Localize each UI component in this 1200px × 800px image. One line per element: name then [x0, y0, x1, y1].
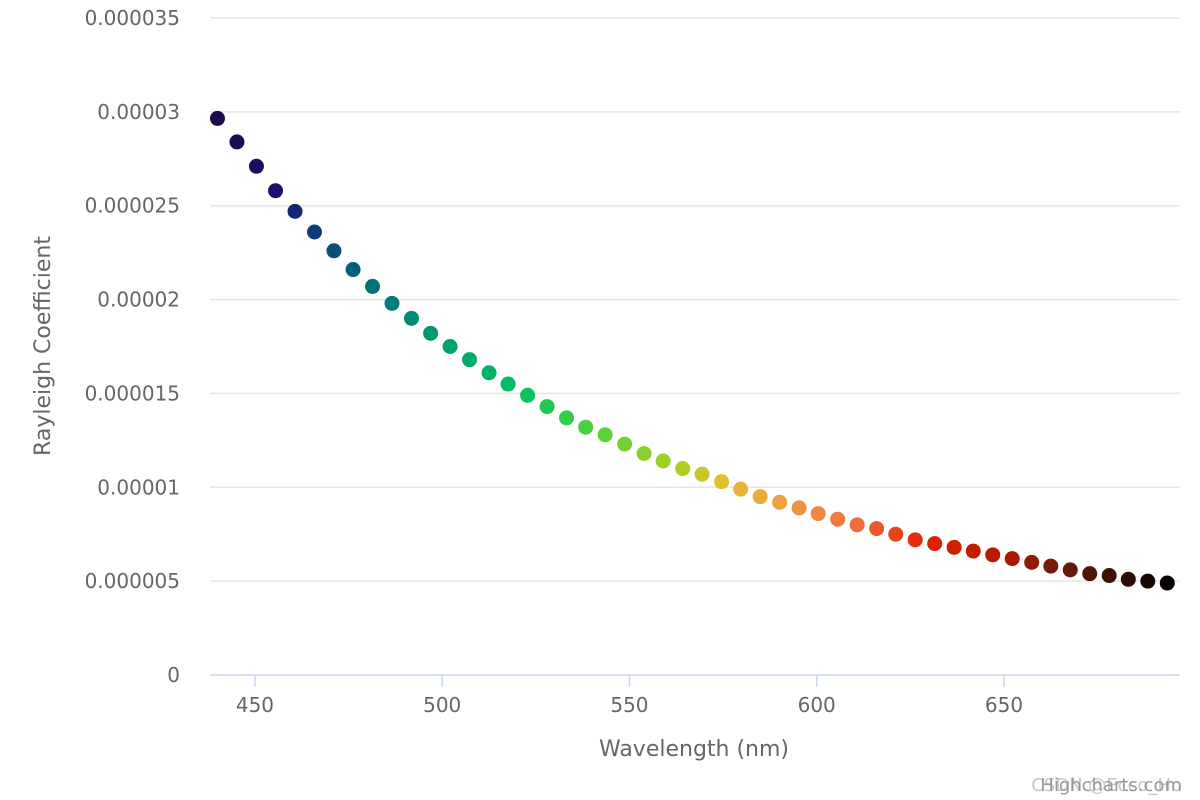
data-point[interactable] [481, 365, 497, 381]
x-tick-label: 650 [985, 693, 1023, 717]
data-point[interactable] [810, 506, 826, 522]
data-point[interactable] [1140, 573, 1156, 589]
data-point[interactable] [442, 339, 458, 354]
y-tick-label: 0.000015 [85, 381, 180, 405]
watermark-text: CSDN @Ecco_Ho [1031, 775, 1182, 796]
data-point[interactable] [849, 517, 865, 533]
data-point[interactable] [268, 183, 284, 199]
x-tick-label: 600 [798, 693, 836, 717]
data-point[interactable] [287, 203, 303, 219]
data-point[interactable] [675, 461, 691, 477]
data-point[interactable] [578, 419, 594, 435]
data-point[interactable] [248, 158, 264, 174]
gridlines [210, 17, 1180, 582]
y-tick-label: 0.000005 [85, 569, 180, 593]
data-point[interactable] [830, 511, 846, 527]
x-tick-label: 450 [236, 693, 274, 717]
data-point[interactable] [229, 134, 245, 150]
data-point[interactable] [403, 310, 419, 326]
data-point[interactable] [733, 481, 749, 497]
data-point[interactable] [636, 445, 652, 461]
x-axis-tick-labels: 450 500 550 600 650 [236, 693, 1023, 717]
y-axis-tick-labels: 0 0.000005 0.00001 0.000015 0.00002 0.000025 0… [85, 6, 180, 687]
data-point[interactable] [694, 466, 710, 482]
data-point[interactable] [306, 224, 322, 240]
x-axis-title: Wavelength (nm) [599, 737, 789, 762]
data-point[interactable] [1062, 562, 1078, 578]
data-point[interactable] [1024, 554, 1040, 570]
data-point[interactable] [791, 500, 807, 516]
data-point[interactable] [1120, 571, 1136, 587]
x-axis [210, 674, 1180, 687]
data-point[interactable] [985, 547, 1001, 563]
data-point[interactable] [655, 453, 671, 469]
data-point[interactable] [597, 427, 613, 443]
data-point[interactable] [752, 489, 768, 505]
y-tick-label: 0.00001 [97, 475, 180, 499]
data-point[interactable] [384, 295, 400, 311]
data-point[interactable] [559, 410, 575, 426]
data-point[interactable] [714, 474, 730, 490]
data-point[interactable] [1082, 566, 1098, 582]
y-tick-label: 0 [167, 663, 180, 687]
data-point[interactable] [209, 110, 225, 126]
credits-text[interactable]: Highcharts.com [1040, 775, 1182, 796]
data-point[interactable] [1004, 551, 1020, 567]
data-point[interactable] [772, 494, 788, 510]
data-point[interactable] [326, 243, 342, 259]
data-point[interactable] [927, 536, 943, 552]
data-point[interactable] [1101, 568, 1117, 584]
y-tick-label: 0.000025 [85, 194, 180, 218]
data-point[interactable] [462, 352, 478, 368]
data-point[interactable] [423, 325, 439, 341]
data-points [209, 110, 1175, 591]
data-point[interactable] [965, 543, 981, 559]
x-tick-label: 550 [610, 693, 648, 717]
y-axis-title: Rayleigh Coefficient [31, 236, 56, 456]
y-tick-label: 0.000035 [85, 6, 180, 30]
data-point[interactable] [365, 278, 381, 294]
data-point[interactable] [888, 526, 904, 542]
data-point[interactable] [907, 532, 923, 548]
data-point[interactable] [1043, 558, 1059, 574]
y-tick-label: 0.00003 [97, 100, 180, 124]
data-point[interactable] [1159, 575, 1175, 591]
data-point[interactable] [539, 399, 555, 415]
data-point[interactable] [946, 539, 962, 555]
y-tick-label: 0.00002 [97, 288, 180, 312]
data-point[interactable] [500, 376, 516, 392]
data-point[interactable] [345, 262, 361, 278]
data-point[interactable] [869, 521, 885, 537]
data-point[interactable] [520, 387, 536, 403]
data-point[interactable] [617, 436, 633, 452]
x-tick-label: 500 [423, 693, 461, 717]
